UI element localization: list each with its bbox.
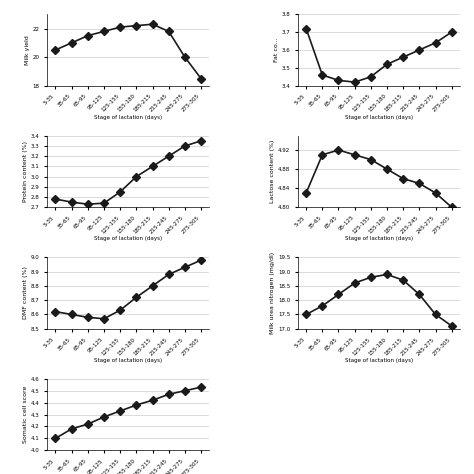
Y-axis label: Milk urea nitrogen (mg/dl): Milk urea nitrogen (mg/dl) <box>270 252 275 334</box>
Y-axis label: Lactose content (%): Lactose content (%) <box>270 140 275 203</box>
Y-axis label: DMF content (%): DMF content (%) <box>23 266 28 319</box>
Y-axis label: Protein content (%): Protein content (%) <box>23 141 28 202</box>
X-axis label: Stage of lactation (days): Stage of lactation (days) <box>94 357 162 363</box>
X-axis label: Stage of lactation (days): Stage of lactation (days) <box>345 236 413 241</box>
Y-axis label: Fat co...: Fat co... <box>274 37 279 62</box>
X-axis label: Stage of lactation (days): Stage of lactation (days) <box>94 115 162 119</box>
X-axis label: Stage of lactation (days): Stage of lactation (days) <box>345 115 413 119</box>
X-axis label: Stage of lactation (days): Stage of lactation (days) <box>345 357 413 363</box>
Y-axis label: Milk yield: Milk yield <box>25 35 30 65</box>
X-axis label: Stage of lactation (days): Stage of lactation (days) <box>94 236 162 241</box>
Y-axis label: Somatic cell score: Somatic cell score <box>23 386 28 443</box>
